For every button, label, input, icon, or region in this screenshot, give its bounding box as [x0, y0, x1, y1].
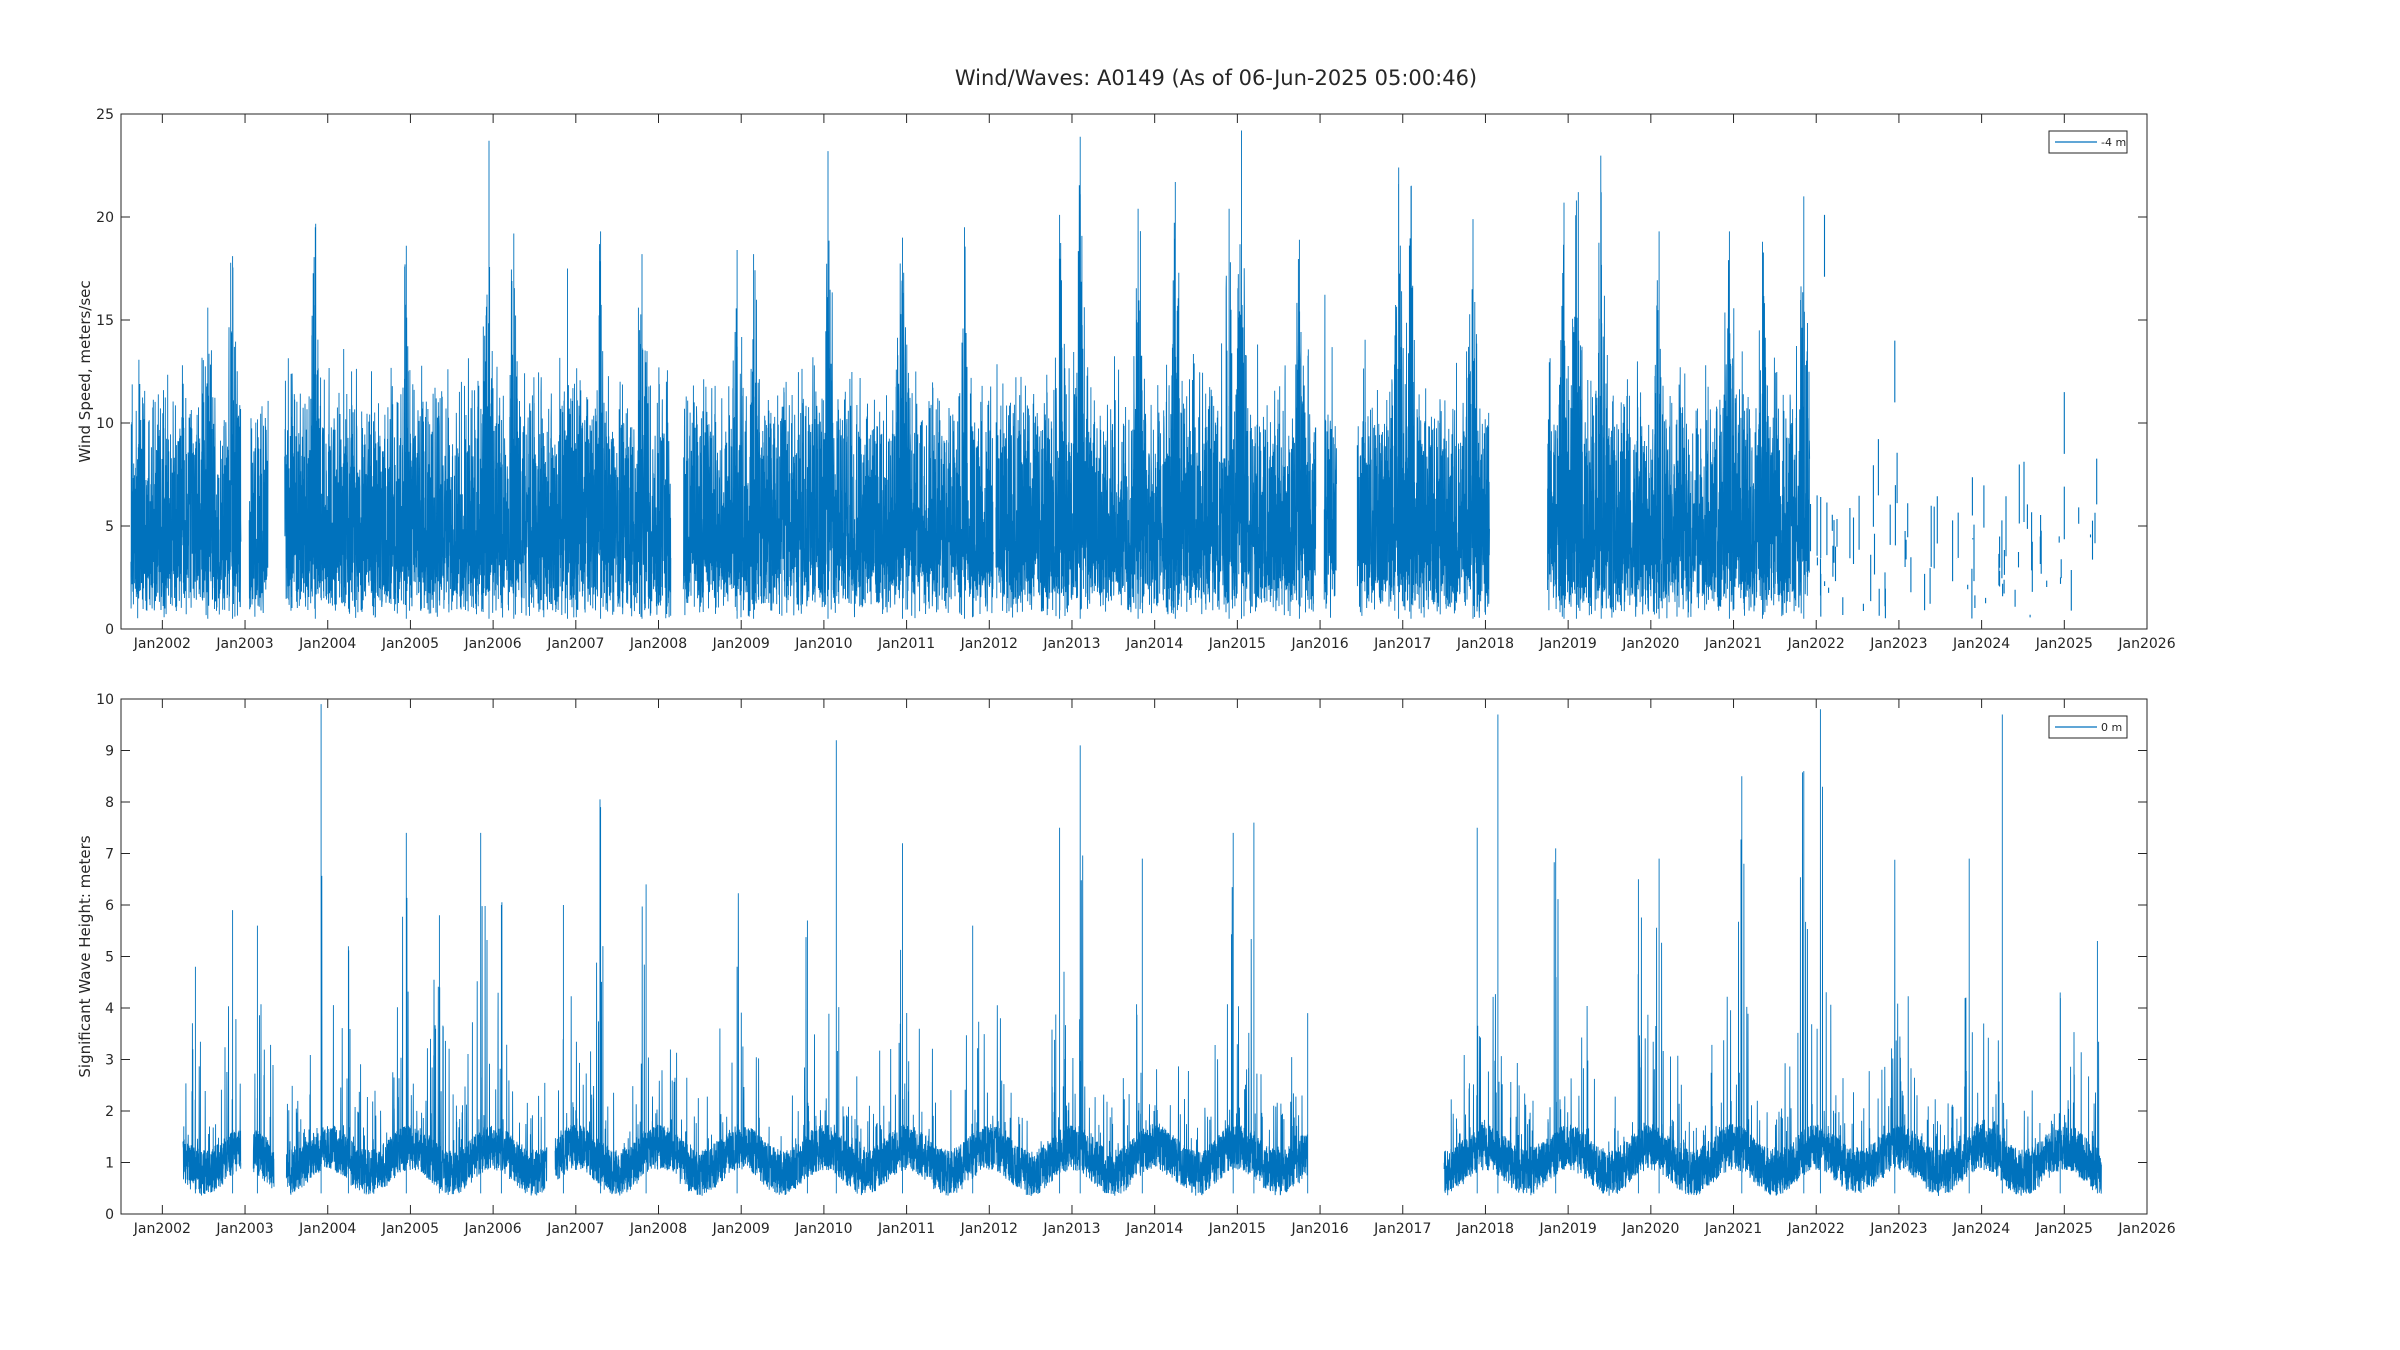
wave-height-xtick-label: Jan2016: [1290, 1221, 1348, 1237]
wave-height-xtick-label: Jan2011: [877, 1221, 935, 1237]
wave-height-xtick-label: Jan2018: [1456, 1221, 1514, 1237]
wave-height-ytick-label: 8: [105, 795, 114, 811]
wind-speed-series-segment-4: [995, 130, 1317, 619]
wave-height-xtick-label: Jan2008: [629, 1221, 687, 1237]
wave-height-xtick-label: Jan2022: [1787, 1221, 1845, 1237]
wave-height-xtick-label: Jan2010: [794, 1221, 852, 1237]
wave-height-ytick-label: 9: [105, 744, 114, 760]
wind-speed-xtick-label: Jan2024: [1952, 636, 2010, 652]
wave-height-xtick-label: Jan2023: [1869, 1221, 1927, 1237]
wind-speed-xtick-label: Jan2016: [1290, 636, 1348, 652]
wave-height-ytick-label: 2: [105, 1104, 114, 1120]
wind-speed-axes: 0 5 10 15 20 25 Jan2002 Jan2003 Jan2004 Jan2005 Ja…: [76, 107, 2176, 652]
wave-height-xtick-label: Jan2021: [1704, 1221, 1762, 1237]
wind-speed-axes-box: [120, 113, 2148, 630]
wind-speed-ticks: 0 5 10 15 20 25 Jan2002 Jan2003 Jan2004 Jan2005 Ja…: [96, 107, 2176, 652]
wave-height-ytick-label: 6: [105, 898, 114, 914]
wave-height-xtick-label: Jan2017: [1373, 1221, 1431, 1237]
wind-speed-xtick-label: Jan2010: [794, 636, 852, 652]
wave-height-series: [182, 704, 2102, 1197]
wind-speed-series-segment-5: [1323, 294, 1337, 618]
wind-speed-xtick-label: Jan2013: [1042, 636, 1100, 652]
wind-speed-xtick-label: Jan2025: [2035, 636, 2093, 652]
wind-speed-series-sparse: [1809, 214, 2098, 619]
wave-height-xtick-label: Jan2025: [2035, 1221, 2093, 1237]
wave-height-ytick-label: 10: [96, 692, 114, 708]
wave-height-xtick-label: Jan2014: [1125, 1221, 1183, 1237]
wave-height-ticks: 0 1 2 3 4 5 6 7 8 9 10 Jan2002 Jan2003 Jan2004 Jan2005…: [96, 692, 2176, 1237]
wind-speed-series-segment-1: [248, 400, 269, 617]
wave-height-axes: 0 1 2 3 4 5 6 7 8 9 10 Jan2002 Jan2003 Jan2004 Jan2005…: [76, 692, 2176, 1237]
wave-height-ytick-label: 3: [105, 1053, 114, 1069]
wave-height-series-segment-1: [252, 925, 275, 1194]
wave-height-ytick-label: 1: [105, 1156, 114, 1172]
wind-speed-series-segment-2: [284, 140, 672, 619]
wave-height-xtick-label: Jan2006: [464, 1221, 522, 1237]
wave-height-xtick-label: Jan2015: [1208, 1221, 1266, 1237]
wave-height-ytick-label: 4: [105, 1001, 114, 1017]
wind-speed-xtick-label: Jan2017: [1373, 636, 1431, 652]
wind-speed-ytick-label: 15: [96, 313, 114, 329]
wind-speed-xtick-label: Jan2002: [133, 636, 191, 652]
wave-height-xtick-label: Jan2013: [1042, 1221, 1100, 1237]
wind-speed-ytick-label: 20: [96, 210, 114, 226]
wave-height-xtick-label: Jan2019: [1539, 1221, 1597, 1237]
wind-speed-xtick-label: Jan2015: [1208, 636, 1266, 652]
wind-speed-xtick-label: Jan2020: [1621, 636, 1679, 652]
wind-speed-series-segment-7: [1547, 155, 1811, 619]
wave-height-ylabel: Significant Wave Height: meters: [76, 835, 94, 1077]
wave-height-ytick-label: 0: [105, 1207, 114, 1223]
wind-speed-xtick-label: Jan2003: [215, 636, 273, 652]
wind-speed-xtick-label: Jan2021: [1704, 636, 1762, 652]
wind-speed-series: [130, 130, 2098, 619]
wind-speed-xtick-label: Jan2012: [960, 636, 1018, 652]
wind-speed-xtick-label: Jan2014: [1125, 636, 1183, 652]
wave-height-legend[interactable]: 0 m: [2048, 715, 2128, 739]
wave-height-xtick-label: Jan2004: [298, 1221, 356, 1237]
wind-speed-ytick-label: 5: [105, 519, 114, 535]
wave-height-series-segment-2: [285, 704, 548, 1196]
wind-speed-legend-label: -4 m: [2101, 136, 2126, 149]
wind-speed-xtick-label: Jan2009: [712, 636, 770, 652]
wave-height-xtick-label: Jan2005: [381, 1221, 439, 1237]
wind-speed-frame: [120, 113, 2148, 630]
wave-height-xtick-label: Jan2024: [1952, 1221, 2010, 1237]
figure-title: Wind/Waves: A0149 (As of 06-Jun-2025 05:…: [955, 66, 1477, 90]
wind-speed-series-segment-3: [682, 151, 994, 619]
wind-speed-series-segment-0: [130, 256, 242, 619]
wind-speed-xtick-label: Jan2007: [546, 636, 604, 652]
wave-height-xtick-label: Jan2007: [546, 1221, 604, 1237]
wind-speed-xtick-label: Jan2011: [877, 636, 935, 652]
wave-height-xtick-label: Jan2003: [215, 1221, 273, 1237]
wind-speed-xtick-label: Jan2006: [464, 636, 522, 652]
wind-speed-ytick-label: 25: [96, 107, 114, 123]
wave-height-xtick-label: Jan2009: [712, 1221, 770, 1237]
wave-height-xtick-label: Jan2002: [133, 1221, 191, 1237]
wind-speed-xtick-label: Jan2005: [381, 636, 439, 652]
wave-height-xtick-label: Jan2012: [960, 1221, 1018, 1237]
wave-height-series-segment-0: [182, 910, 242, 1196]
wind-speed-xtick-label: Jan2023: [1869, 636, 1927, 652]
wind-speed-xtick-label: Jan2019: [1539, 636, 1597, 652]
wave-height-xtick-label: Jan2026: [2117, 1221, 2175, 1237]
wind-speed-xtick-label: Jan2026: [2117, 636, 2175, 652]
wind-speed-xtick-label: Jan2008: [629, 636, 687, 652]
wind-speed-ytick-label: 0: [105, 622, 114, 638]
wind-speed-ylabel: Wind Speed, meters/sec: [76, 280, 94, 462]
wave-height-ytick-label: 7: [105, 847, 114, 863]
wave-height-legend-label: 0 m: [2101, 721, 2122, 734]
wave-height-series-segment-3: [554, 740, 1309, 1196]
wind-speed-xtick-label: Jan2018: [1456, 636, 1514, 652]
wind-speed-xtick-label: Jan2004: [298, 636, 356, 652]
wind-speed-legend[interactable]: -4 m: [2048, 130, 2128, 154]
wave-height-xtick-label: Jan2020: [1621, 1221, 1679, 1237]
wave-height-series-segment-4: [1443, 709, 2102, 1197]
wind-speed-xtick-label: Jan2022: [1787, 636, 1845, 652]
wind-speed-series-segment-6: [1356, 167, 1490, 619]
wave-height-ytick-label: 5: [105, 950, 114, 966]
wind-speed-ytick-label: 10: [96, 416, 114, 432]
